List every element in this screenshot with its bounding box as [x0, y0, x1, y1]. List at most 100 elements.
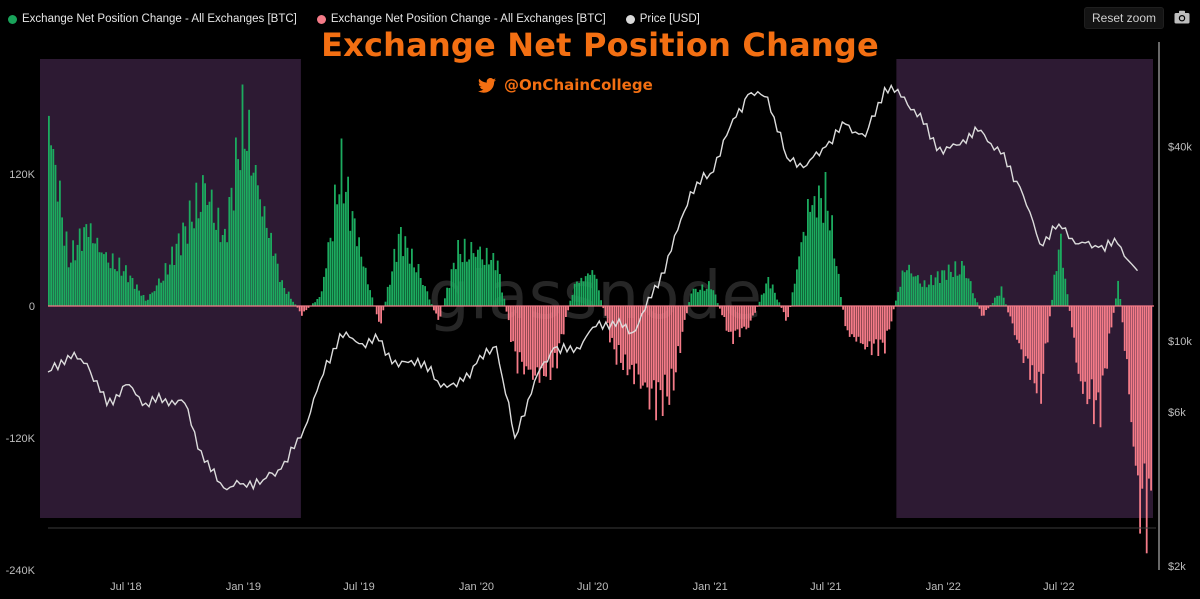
x-axis-ticks: Jul '18 Jan '19 Jul '19 Jan '20 Jul '20 Jan '…	[110, 581, 1074, 593]
net-position-bar	[72, 240, 74, 306]
net-position-bar	[1134, 306, 1137, 466]
net-position-bar	[261, 216, 264, 306]
net-position-bar	[631, 306, 633, 365]
net-position-bar	[1143, 306, 1146, 464]
net-position-bar	[930, 274, 932, 306]
net-position-bar	[708, 281, 710, 306]
net-position-bar	[925, 287, 928, 306]
net-position-bar	[884, 306, 886, 354]
net-position-bar	[67, 267, 70, 306]
net-position-bar	[626, 306, 629, 376]
net-position-bar	[408, 263, 411, 306]
net-position-bar	[1011, 306, 1014, 324]
net-position-bar	[1108, 306, 1111, 334]
net-position-bar	[824, 172, 827, 306]
net-position-bar	[1018, 306, 1020, 344]
net-position-bar	[857, 306, 860, 337]
net-position-bar	[837, 273, 840, 306]
net-position-bar	[901, 270, 904, 306]
legend-dot-green	[8, 14, 17, 24]
price-line	[47, 83, 1139, 491]
net-position-bar	[1101, 306, 1104, 376]
net-position-bar	[646, 306, 649, 388]
net-position-bar	[428, 299, 431, 306]
net-position-bar	[164, 263, 167, 306]
net-position-bar	[813, 196, 816, 306]
net-position-bar	[818, 185, 820, 306]
net-position-bar	[556, 306, 558, 369]
net-position-bar	[525, 306, 528, 367]
net-position-bar	[382, 306, 385, 311]
net-position-bar	[936, 271, 939, 306]
net-position-bar	[1027, 306, 1029, 359]
net-position-bar	[290, 298, 292, 306]
net-position-bar	[83, 227, 85, 306]
net-position-bar	[609, 306, 611, 343]
net-position-bar	[320, 291, 323, 306]
net-position-bar	[1042, 306, 1045, 374]
net-position-bar	[642, 306, 644, 386]
net-position-bar	[133, 288, 136, 306]
net-position-bar	[246, 150, 248, 306]
net-position-bar	[389, 284, 391, 306]
net-position-bar	[287, 291, 290, 306]
net-position-bar	[666, 306, 668, 397]
net-position-bar	[800, 242, 803, 306]
net-position-bar	[292, 301, 294, 306]
net-position-bar	[851, 306, 853, 335]
net-position-bar	[125, 265, 127, 306]
net-position-bar	[406, 247, 409, 306]
net-position-bar	[573, 283, 576, 306]
net-position-bar	[1044, 306, 1047, 344]
net-position-bar	[516, 306, 519, 374]
net-position-bar	[910, 273, 913, 306]
net-position-bar	[52, 149, 55, 306]
net-position-bar	[147, 299, 149, 306]
net-position-bar	[450, 269, 453, 306]
net-position-bar	[540, 306, 543, 369]
net-position-bar	[562, 306, 565, 335]
net-position-bar	[963, 265, 965, 306]
net-position-bar	[400, 227, 402, 306]
camera-icon[interactable]	[1174, 10, 1190, 24]
net-position-bar	[578, 282, 580, 306]
net-position-bar	[351, 211, 354, 306]
net-position-bar	[591, 270, 594, 306]
net-position-bar	[334, 184, 336, 306]
legend-item-outflow[interactable]: Exchange Net Position Change - All Excha…	[316, 13, 606, 25]
reset-zoom-button[interactable]: Reset zoom	[1084, 7, 1164, 29]
net-position-bar	[760, 294, 763, 306]
net-position-bar	[1086, 306, 1089, 405]
net-position-bar	[270, 232, 272, 306]
net-position-bar	[741, 306, 743, 329]
net-position-bar	[1126, 306, 1128, 360]
net-position-bar	[85, 224, 88, 306]
net-position-bar	[375, 306, 378, 315]
net-position-bar	[303, 306, 305, 312]
net-position-bar	[173, 265, 176, 306]
net-position-bar	[510, 306, 512, 342]
net-position-bar	[567, 306, 569, 311]
net-position-bar	[285, 293, 288, 306]
legend: Exchange Net Position Change - All Excha…	[8, 10, 720, 28]
net-position-bar	[996, 295, 998, 306]
net-position-bar	[184, 226, 187, 306]
legend-item-price[interactable]: Price [USD]	[625, 13, 700, 25]
net-position-bar	[345, 191, 347, 306]
net-position-bar	[54, 164, 57, 306]
net-position-bar	[1062, 267, 1064, 306]
net-position-bar	[961, 261, 963, 306]
net-position-bar	[604, 306, 607, 316]
y-right-tick-label: $2k	[1168, 561, 1186, 573]
net-position-bar	[323, 276, 325, 306]
net-position-bar	[952, 277, 954, 306]
net-position-bar	[679, 306, 682, 353]
net-position-bar	[1005, 304, 1007, 306]
y-left-tick-label: 120K	[9, 169, 35, 181]
net-position-bar	[1031, 306, 1034, 366]
net-position-bar	[899, 286, 902, 306]
net-position-bar	[774, 292, 776, 306]
net-position-bar	[703, 290, 706, 306]
net-position-bar	[1009, 306, 1012, 317]
legend-item-inflow[interactable]: Exchange Net Position Change - All Excha…	[8, 13, 297, 25]
